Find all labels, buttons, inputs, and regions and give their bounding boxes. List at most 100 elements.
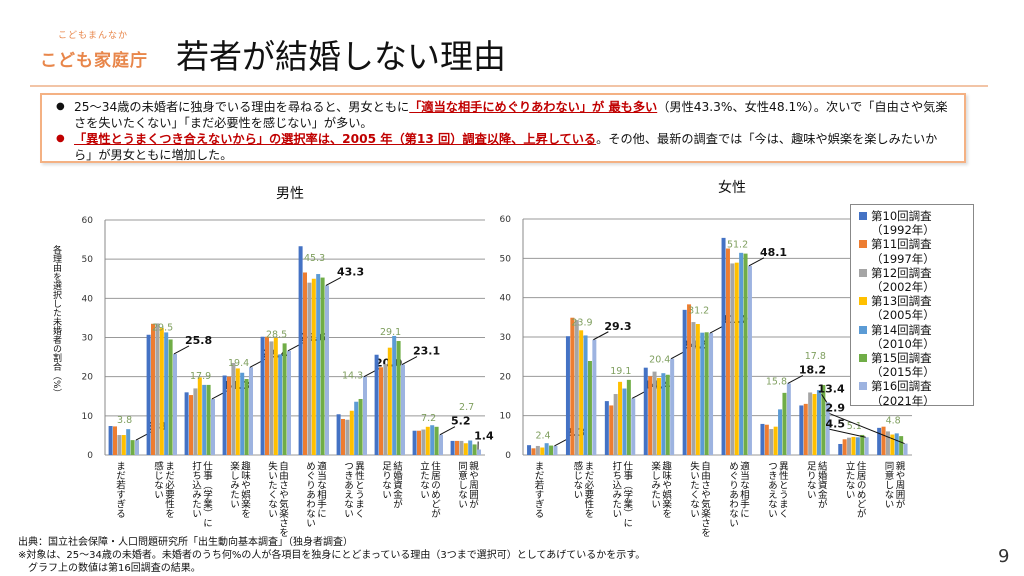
leader-line <box>829 413 905 445</box>
leader-line <box>821 394 828 403</box>
bar <box>544 443 549 455</box>
bar <box>151 323 155 455</box>
summary-text-segment: （男性43.3%、女性48.1%）。次いで「自由さや気楽さを失いたくない」「まだ… <box>74 100 948 130</box>
data-label-2015: 28.5 <box>266 329 287 340</box>
summary-bullet-2: ● 「異性とうまくつき合えないから」の選択率は、2005 年（第13 回）調査以降… <box>56 131 954 163</box>
leader-line <box>401 356 418 365</box>
x-category-label: 異性とうまく つきあえない <box>765 461 788 518</box>
bar <box>425 426 430 455</box>
bar <box>618 381 623 455</box>
summary-text-segment: 25～34歳の未婚者に独身でいる理由を尋ねると、男女ともに <box>74 100 410 114</box>
x-category-label: 自由さや気楽さを 失いたくない <box>266 461 288 537</box>
bar <box>877 427 882 455</box>
bar <box>231 362 236 455</box>
data-label-2021: 43.3 <box>337 265 364 278</box>
bar <box>164 332 169 455</box>
x-category-label: 仕事（学業）に 打ち込みたい <box>190 461 212 528</box>
bar <box>747 265 752 455</box>
bar <box>549 445 554 455</box>
x-category-label: 結婚資金が 足りない <box>804 461 827 509</box>
bar <box>249 367 253 455</box>
bar <box>303 272 307 455</box>
legend-label: 第16回調査 （2021年） <box>871 379 935 408</box>
x-category-label: まだ若すぎる <box>114 461 125 518</box>
bar <box>130 440 135 455</box>
bullet-icon: ● <box>56 101 65 112</box>
bar <box>269 341 274 455</box>
x-category-label: 趣味や娯楽を 楽しみたい <box>649 461 672 518</box>
page-number: 9 <box>998 546 1010 567</box>
bar <box>730 263 735 455</box>
x-category-label: まだ必要性を 感じない <box>152 461 174 518</box>
bar <box>374 354 379 455</box>
bar <box>463 443 468 455</box>
y-tick-label: 30 <box>82 334 94 344</box>
bar <box>894 433 899 455</box>
chart-title-female: 女性 <box>718 180 746 196</box>
bar <box>786 383 791 455</box>
bar <box>227 376 231 455</box>
bar <box>855 437 860 455</box>
bar <box>383 364 388 455</box>
bar <box>307 282 312 455</box>
data-label-2021: 23.1 <box>413 345 440 358</box>
leader-line <box>439 426 456 436</box>
data-label-2021: 48.1 <box>760 246 787 259</box>
bar <box>531 448 536 455</box>
footnote-2: グラフ上の数値は第16回調査の結果。 <box>18 563 201 574</box>
y-tick-label: 40 <box>500 294 512 304</box>
bar <box>455 440 459 455</box>
data-label-2015: 4.8 <box>886 416 901 427</box>
data-label-2015: 19.1 <box>610 366 631 377</box>
data-label-2015: 19.4 <box>228 358 249 369</box>
y-tick-label: 0 <box>87 451 93 461</box>
y-tick-label: 50 <box>82 255 94 265</box>
bar <box>565 336 570 455</box>
bar <box>613 394 618 455</box>
bar <box>604 401 609 455</box>
summary-text-segment: 。その他、最新の調査では「今は、趣味や娯楽を楽しみたいから」が男女ともに増加した… <box>74 132 938 162</box>
y-tick-label: 60 <box>500 215 512 225</box>
bar <box>287 350 291 455</box>
y-tick-label: 20 <box>500 372 512 382</box>
bar <box>325 285 329 455</box>
bar <box>168 339 173 455</box>
bar <box>412 430 417 455</box>
x-category-label: 住居のめどが 立たない <box>843 461 866 518</box>
bar <box>468 440 473 455</box>
bar <box>126 429 131 455</box>
bar <box>587 360 592 455</box>
bar <box>764 424 769 455</box>
logo-tagline: こどもまんなか <box>58 31 129 41</box>
x-category-label: 趣味や娯楽を 楽しみたい <box>228 461 250 518</box>
legend-swatch <box>859 268 867 277</box>
y-tick-label: 50 <box>500 254 512 264</box>
y-tick-label: 10 <box>500 412 512 422</box>
bar <box>808 392 813 455</box>
data-label-2015: 20.4 <box>649 354 670 365</box>
bar <box>316 274 321 455</box>
bar <box>743 253 748 455</box>
bar <box>282 343 287 455</box>
bar <box>434 426 439 455</box>
bar <box>721 237 726 455</box>
data-label-2015: 2.7 <box>459 402 474 413</box>
bar <box>121 435 126 455</box>
bullet-icon: ● <box>56 133 65 144</box>
x-category-label: 適当な相手に めぐりあわない <box>726 461 749 528</box>
highlight-text: 「異性とうまくつき合えないから」の選択率は、2005 年（第13 回）調査以降、… <box>74 132 597 146</box>
legend-item: 第14回調査 （2010年） <box>859 323 973 351</box>
y-tick-label: 0 <box>505 451 511 461</box>
chart-title-male: 男性 <box>276 186 304 202</box>
highlight-text: 「適当な相手にめぐりあわない」が 最も多い <box>409 100 658 114</box>
bar <box>570 317 575 455</box>
legend-swatch <box>859 212 867 220</box>
bar <box>421 429 426 455</box>
data-label-2015: 17.8 <box>805 351 826 362</box>
summary-box: ● 25～34歳の未婚者に独身でいる理由を尋ねると、男女ともに「適当な相手にめぐり… <box>40 93 966 163</box>
bar <box>709 333 714 455</box>
x-category-label: まだ必要性を 感じない <box>571 461 594 518</box>
data-label-2015: 45.3 <box>304 253 325 264</box>
data-label-2015: 5.1 <box>847 421 862 432</box>
